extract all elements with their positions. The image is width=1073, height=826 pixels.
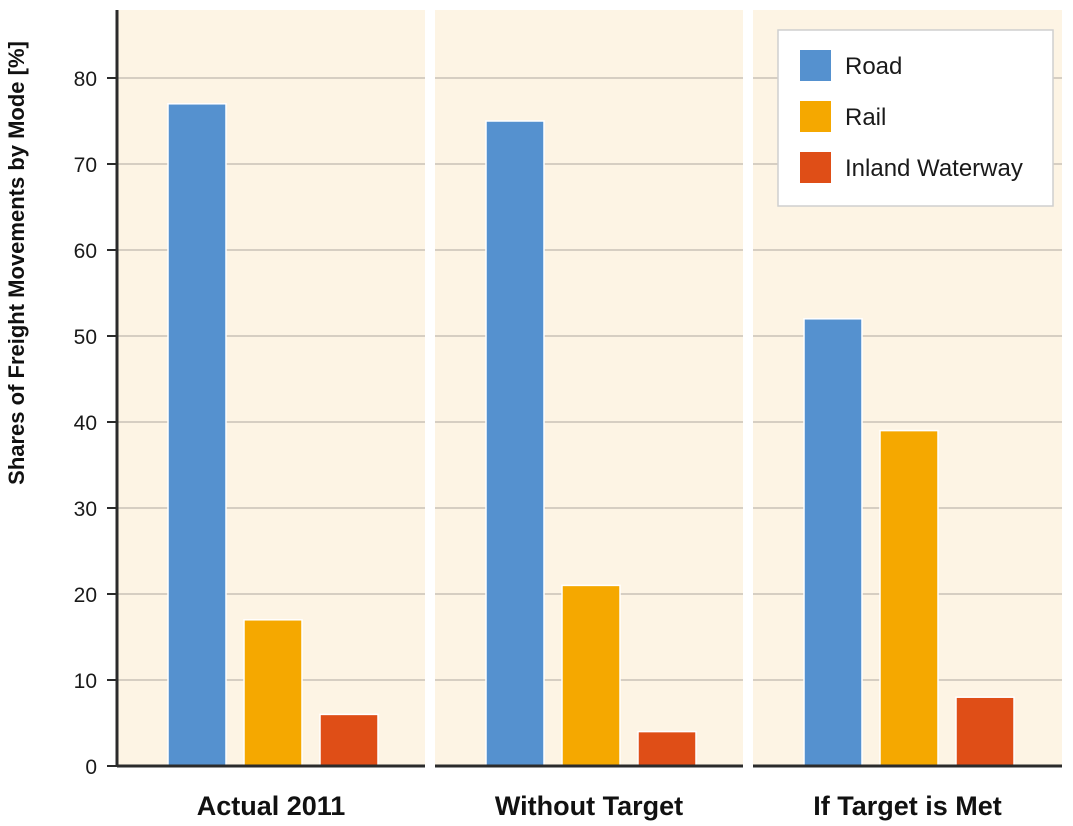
bar-road: [803, 318, 863, 767]
legend: Road Rail Inland Waterway: [777, 29, 1054, 207]
bar-road: [167, 103, 227, 767]
y-tick-label: 30: [74, 498, 97, 521]
y-tick-label: 70: [74, 154, 97, 177]
bars: [167, 103, 1015, 767]
axes: [107, 10, 1062, 768]
category-labels: Actual 2011 Without Target If Target is Me…: [197, 791, 1002, 821]
category-label: Actual 2011: [197, 791, 346, 821]
y-axis-label: Shares of Freight Movements by Mode [%]: [4, 41, 29, 485]
y-tick-label: 20: [74, 584, 97, 607]
bar-road: [485, 120, 545, 767]
legend-swatch-inland-waterway: [800, 152, 831, 183]
bar-inland-waterway: [637, 730, 697, 767]
category-label: If Target is Met: [813, 791, 1002, 821]
y-tick-label: 60: [74, 240, 97, 263]
bar-inland-waterway: [955, 696, 1015, 767]
legend-swatch-rail: [800, 101, 831, 132]
bar-inland-waterway: [319, 713, 379, 767]
y-tick-label: 10: [74, 670, 97, 693]
y-tick-labels: 0 10 20 30 40 50 60 70 80: [74, 68, 97, 779]
bar-rail: [561, 584, 621, 767]
legend-swatch-road: [800, 50, 831, 81]
legend-label: Rail: [845, 104, 886, 131]
legend-label: Road: [845, 53, 902, 80]
category-label: Without Target: [495, 791, 683, 821]
legend-label: Inland Waterway: [845, 155, 1023, 182]
y-tick-label: 50: [74, 326, 97, 349]
bar-rail: [243, 619, 303, 767]
y-tick-label: 0: [85, 756, 97, 779]
y-tick-label: 40: [74, 412, 97, 435]
y-tick-label: 80: [74, 68, 97, 91]
bar-rail: [879, 429, 939, 767]
